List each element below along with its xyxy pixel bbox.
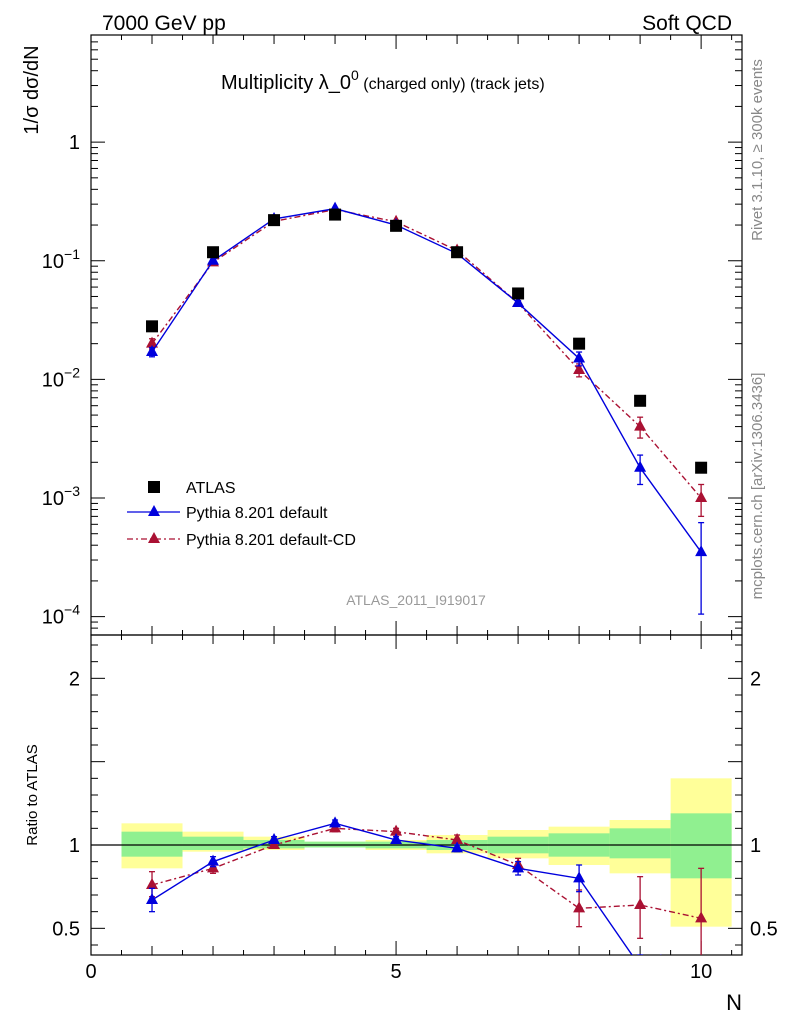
- main-y-tick-label: 10−4: [42, 602, 80, 629]
- ratio-default-point: [207, 854, 220, 866]
- ratio-default-cd-point: [695, 911, 708, 923]
- rivet-label: Rivet 3.1.10, ≥ 300k events: [749, 59, 766, 241]
- mcplots-label: mcplots.cern.ch [arXiv:1306.3436]: [749, 373, 766, 600]
- ratio-default-point: [512, 861, 525, 873]
- main-default-cd-point: [634, 419, 647, 431]
- main-y-tick-label: 10−1: [42, 246, 80, 273]
- ratio-y-axis-label: Ratio to ATLAS: [24, 744, 41, 845]
- main-default-cd-point: [695, 491, 708, 503]
- plot-title-sub: (charged only) (track jets): [359, 76, 545, 93]
- legend-marker-default: [148, 505, 160, 516]
- plot-title-main: Multiplicity λ_0: [221, 72, 351, 94]
- main-y-axis-label: 1/σ dσ/dN: [21, 45, 43, 134]
- main-y-tick-label: 1: [69, 132, 80, 154]
- main-default-line: [151, 207, 702, 553]
- ratio-default-point: [146, 893, 159, 904]
- ratio-default-cd-line: [151, 827, 702, 920]
- ratio-x-tick-label: 0: [85, 961, 96, 983]
- ratio-y-tick-label-right: 2: [750, 668, 761, 690]
- band-inner: [670, 813, 732, 879]
- main-atlas-point: [695, 461, 708, 474]
- plot-title: Multiplicity λ_00 (charged only) (track …: [221, 67, 545, 94]
- legend-label-atlas: ATLAS: [186, 480, 236, 497]
- main-atlas-point: [634, 394, 647, 407]
- ratio-default-cd-point: [573, 901, 586, 913]
- main-default-cd-point: [146, 336, 159, 348]
- x-axis-label: N: [726, 990, 742, 1015]
- ratio-default-point: [268, 833, 281, 844]
- ratio-series-group: [146, 816, 708, 971]
- main-y-tick-label: 10−2: [42, 364, 80, 391]
- main-atlas-point: [573, 337, 586, 350]
- main-atlas-point: [329, 208, 342, 221]
- plot-title-sup: 0: [351, 67, 359, 83]
- ratio-x-tick-label: 10: [690, 961, 712, 983]
- main-atlas-point: [451, 246, 464, 259]
- ratio-x-tick-label: 5: [390, 961, 401, 983]
- legend: ATLAS Pythia 8.201 default Pythia 8.201 …: [127, 480, 356, 549]
- main-atlas-point: [512, 287, 525, 300]
- ratio-default-cd-point: [146, 878, 159, 889]
- main-atlas-point: [268, 214, 281, 227]
- band-inner: [609, 828, 671, 859]
- analysis-id: ATLAS_2011_I919017: [346, 592, 486, 608]
- ratio-default-line: [151, 822, 662, 955]
- ratio-y-tick-label-right: 0.5: [750, 918, 778, 940]
- ratio-default-point: [634, 960, 646, 971]
- band-inner: [121, 831, 183, 857]
- ratio-default-point: [390, 833, 403, 844]
- main-atlas-point: [390, 219, 403, 232]
- ratio-panel: 0 5 10 0.5 0.5 1 1 2 2: [52, 634, 778, 983]
- main-default-cd-point: [573, 362, 586, 374]
- legend-label-default-cd: Pythia 8.201 default-CD: [186, 532, 356, 549]
- ratio-default-point: [329, 816, 342, 828]
- main-default-point: [207, 253, 220, 265]
- legend-marker-atlas: [148, 481, 160, 493]
- header-left: 7000 GeV pp: [102, 12, 226, 35]
- ratio-y-tick-label: 2: [69, 668, 80, 690]
- ratio-default-cd-point: [634, 898, 647, 909]
- main-default-point: [634, 460, 647, 472]
- main-default-point: [695, 545, 708, 557]
- ratio-y-tick-label-right: 1: [750, 835, 761, 857]
- main-default-point: [146, 345, 159, 357]
- main-panel: 1 10−1 10−2 10−3 10−4: [42, 34, 743, 636]
- ratio-default-cd-point: [451, 833, 464, 844]
- main-y-tick-label: 10−3: [42, 483, 80, 510]
- header-right: Soft QCD: [642, 12, 732, 35]
- legend-marker-default-cd: [148, 532, 160, 543]
- ratio-default-point: [451, 841, 464, 853]
- ratio-default-cd-point: [390, 824, 403, 836]
- ratio-y-tick-label: 1: [69, 835, 80, 857]
- main-atlas-point: [207, 246, 220, 259]
- main-atlas-point: [146, 320, 159, 333]
- main-default-point: [512, 296, 525, 308]
- legend-label-default: Pythia 8.201 default: [186, 505, 328, 522]
- band-inner: [182, 836, 244, 850]
- ratio-default-point: [573, 871, 586, 883]
- main-default-cd-line: [151, 208, 702, 499]
- main-default-point: [573, 351, 586, 363]
- ratio-y-tick-label: 0.5: [52, 918, 80, 940]
